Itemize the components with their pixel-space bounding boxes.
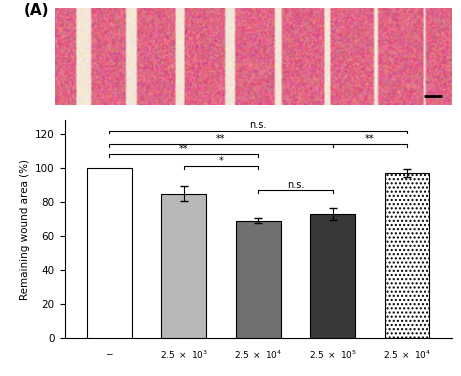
Text: *: *: [219, 156, 223, 166]
Text: n.s.: n.s.: [287, 180, 304, 190]
Bar: [161, 194, 206, 338]
Y-axis label: Remaining wound area (%): Remaining wound area (%): [19, 159, 30, 300]
Bar: [385, 173, 430, 338]
Text: **: **: [365, 133, 375, 144]
Text: (A): (A): [24, 3, 49, 18]
Bar: [236, 221, 280, 338]
Text: **: **: [216, 133, 226, 144]
Bar: [87, 168, 131, 338]
Bar: [310, 214, 355, 338]
Text: n.s.: n.s.: [249, 120, 267, 130]
Text: **: **: [179, 144, 189, 154]
